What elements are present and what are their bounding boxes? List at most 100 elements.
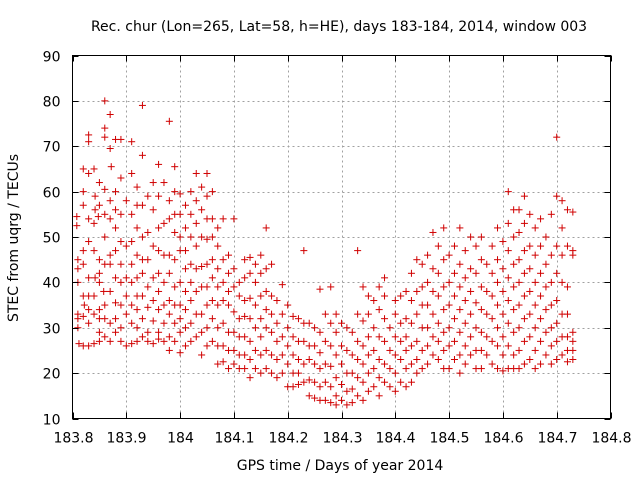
data-point (273, 297, 281, 305)
data-point (181, 201, 189, 209)
data-point (563, 242, 571, 250)
data-point (300, 247, 308, 255)
data-point (547, 210, 555, 218)
data-point (413, 369, 421, 377)
data-point (445, 365, 453, 373)
data-point (364, 369, 372, 377)
data-point (311, 324, 319, 332)
data-point (208, 215, 216, 223)
data-point (311, 394, 319, 402)
data-point (273, 356, 281, 364)
data-point (434, 269, 442, 277)
data-point (563, 310, 571, 318)
data-point (321, 396, 329, 404)
data-point (542, 351, 550, 359)
data-point (268, 260, 276, 268)
data-point (429, 228, 437, 236)
data-point (338, 380, 345, 388)
data-point (171, 256, 179, 264)
data-point (100, 287, 108, 295)
data-point (375, 283, 383, 291)
data-point (278, 369, 286, 377)
data-point (251, 324, 259, 332)
data-point (413, 310, 421, 318)
data-point (101, 133, 109, 141)
data-point (165, 251, 173, 259)
data-point (138, 292, 146, 300)
data-point (407, 297, 415, 305)
data-point (354, 247, 362, 255)
data-point (90, 247, 98, 255)
data-point (364, 351, 372, 359)
data-point (488, 269, 496, 277)
data-point (413, 337, 421, 345)
data-point (90, 219, 98, 227)
data-point (225, 269, 233, 277)
data-point (391, 369, 399, 377)
data-point (424, 324, 432, 332)
data-point (85, 319, 93, 327)
data-point (101, 233, 109, 241)
data-point (569, 356, 577, 364)
data-point (553, 133, 561, 141)
data-point (488, 292, 496, 300)
data-point (537, 242, 545, 250)
data-point (241, 297, 249, 305)
data-point (155, 247, 163, 255)
data-point (262, 365, 270, 373)
data-point (85, 169, 93, 177)
data-point (472, 324, 480, 332)
data-point (563, 333, 571, 341)
data-point (316, 285, 324, 293)
data-point (440, 283, 448, 291)
data-point (257, 269, 265, 277)
data-point (515, 278, 523, 286)
data-point (483, 287, 491, 295)
data-point (321, 310, 329, 318)
data-point (515, 365, 523, 373)
data-point (106, 215, 114, 223)
data-point (176, 315, 184, 323)
data-point (91, 274, 99, 282)
x-tick-label: 184.3 (322, 431, 362, 447)
data-point (547, 324, 555, 332)
data-point (558, 351, 566, 359)
data-point (246, 294, 254, 302)
data-point (138, 333, 146, 341)
data-point (181, 287, 189, 295)
data-point (305, 376, 313, 384)
data-point (203, 235, 211, 243)
data-point (553, 269, 561, 277)
data-point (338, 342, 345, 350)
data-point (91, 192, 99, 200)
data-point (235, 278, 243, 286)
data-point (305, 392, 313, 400)
data-point (85, 306, 93, 314)
data-point (321, 378, 329, 386)
data-point (526, 310, 534, 318)
y-tick-label: 30 (43, 322, 61, 338)
data-point (332, 374, 340, 382)
data-point (149, 206, 157, 214)
data-point (95, 256, 103, 264)
data-point (477, 283, 485, 291)
data-point (79, 188, 87, 196)
data-point (155, 328, 163, 336)
data-point (95, 179, 103, 187)
data-point (391, 333, 399, 341)
data-point (208, 256, 216, 264)
data-point (375, 356, 383, 364)
data-point (74, 315, 82, 323)
data-point (359, 360, 367, 368)
data-point (483, 310, 491, 318)
x-tick-label: 184.6 (483, 431, 523, 447)
data-point (364, 310, 372, 318)
data-point (241, 256, 249, 264)
data-point (95, 337, 103, 345)
data-point (208, 337, 216, 345)
data-point (176, 210, 184, 218)
data-point (456, 369, 464, 377)
data-point (101, 333, 109, 341)
data-point (510, 328, 518, 336)
data-point (488, 315, 496, 323)
